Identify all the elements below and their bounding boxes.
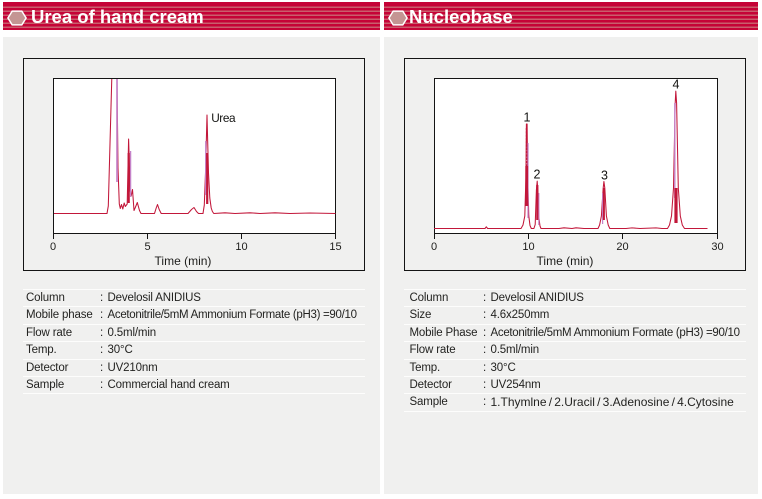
svg-text:3: 3 [601, 169, 608, 183]
svg-text:20: 20 [616, 241, 628, 253]
svg-text:Time (min): Time (min) [537, 254, 594, 268]
svg-text:0: 0 [431, 241, 437, 253]
svg-text:4: 4 [673, 78, 680, 92]
svg-text:10: 10 [522, 241, 534, 253]
svg-text:5: 5 [144, 241, 150, 253]
svg-text:0: 0 [50, 241, 56, 253]
svg-text:2: 2 [534, 168, 541, 182]
svg-text:30: 30 [711, 241, 723, 253]
svg-text:Time (min): Time (min) [155, 254, 212, 268]
svg-text:10: 10 [235, 241, 247, 253]
svg-text:Urea: Urea [211, 111, 236, 125]
svg-text:1: 1 [524, 111, 531, 125]
svg-text:15: 15 [329, 241, 341, 253]
